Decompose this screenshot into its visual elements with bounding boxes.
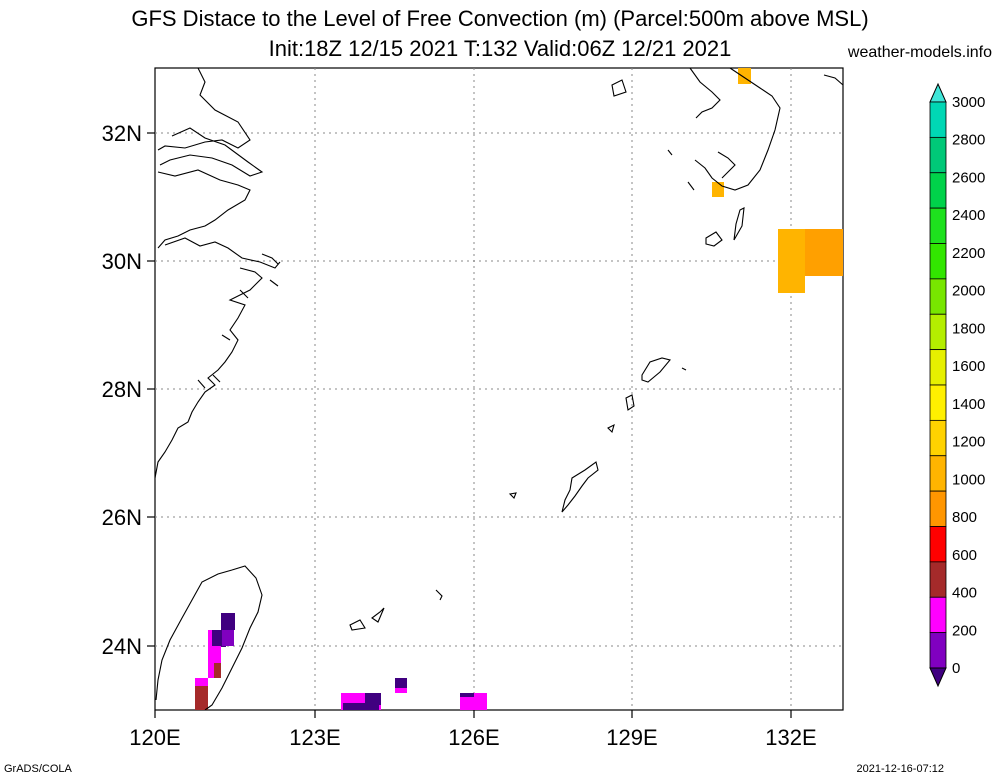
shade-cell [343,703,379,710]
map-title: GFS Distace to the Level of Free Convect… [131,6,869,31]
colorbar-label: 600 [952,547,977,564]
shade-cell [738,68,751,84]
axis-ticks [147,132,792,718]
colorbar-segment [929,313,947,351]
latitude-labels: 32N 30N 28N 26N 24N [102,121,142,659]
colorbar: 3000280026002400220020001800160014001200… [929,82,985,688]
shaded-field [195,68,843,710]
footer-timestamp: 2021-12-16-07:12 [856,763,944,775]
map-subtitle: Init:18Z 12/15 2021 T:132 Valid:06Z 12/2… [268,36,732,61]
shade-cell [195,686,208,710]
lon-label: 132E [765,725,816,750]
colorbar-segment [929,596,947,634]
colorbar-segment [929,632,947,669]
colorbar-label: 3000 [952,94,985,111]
shade-cell [365,693,381,705]
colorbar-label: 200 [952,622,977,639]
colorbar-segment [929,349,947,386]
colorbar-label: 400 [952,585,977,602]
colorbar-segment [929,243,947,280]
colorbar-segment [929,490,947,527]
longitude-labels: 120E 123E 126E 129E 132E [129,725,816,750]
colorbar-segment [929,136,947,174]
lat-label: 28N [102,377,142,402]
shade-cell [460,693,474,697]
colorbar-segment [929,278,947,315]
colorbar-label: 1400 [952,396,985,413]
colorbar-label: 1600 [952,358,985,375]
grid-lines [155,68,843,710]
shade-cell [395,688,407,693]
colorbar-segment [929,207,947,244]
colorbar-label: 1200 [952,434,985,451]
colorbar-label: 1000 [952,471,985,488]
colorbar-label: 2400 [952,207,985,224]
lat-label: 24N [102,634,142,659]
lon-label: 123E [289,725,340,750]
colorbar-segment [929,455,947,492]
colorbar-label: 1800 [952,320,985,337]
shade-cell [805,229,843,276]
colorbar-label: 0 [952,660,960,677]
footer-software: GrADS/COLA [4,763,72,775]
colorbar-segment [929,172,947,209]
colorbar-segment [929,526,947,563]
lat-label: 30N [102,249,142,274]
shade-cell [460,693,487,710]
colorbar-label: 800 [952,509,977,526]
colorbar-label: 2200 [952,245,985,262]
lon-label: 120E [129,725,180,750]
coastlines [154,67,844,711]
colorbar-label: 2000 [952,283,985,300]
shade-cell [214,663,221,678]
shade-cell [712,182,724,197]
colorbar-segment [929,419,947,457]
site-credit: weather-models.info [847,44,992,61]
shade-cell [208,646,221,663]
shade-cell [221,613,235,630]
shade-cell [778,276,805,293]
shade-cell [222,630,234,646]
lon-label: 129E [606,725,657,750]
colorbar-bottom-arrow [929,667,947,688]
colorbar-label: 2800 [952,132,985,149]
colorbar-segment [929,561,947,598]
colorbar-label: 2600 [952,169,985,186]
shade-cell [195,678,208,688]
lat-label: 32N [102,121,142,146]
colorbar-top-arrow [929,82,947,103]
colorbar-segment [929,384,947,421]
lat-label: 26N [102,505,142,530]
lon-label: 126E [448,725,499,750]
colorbar-segment [929,101,947,138]
